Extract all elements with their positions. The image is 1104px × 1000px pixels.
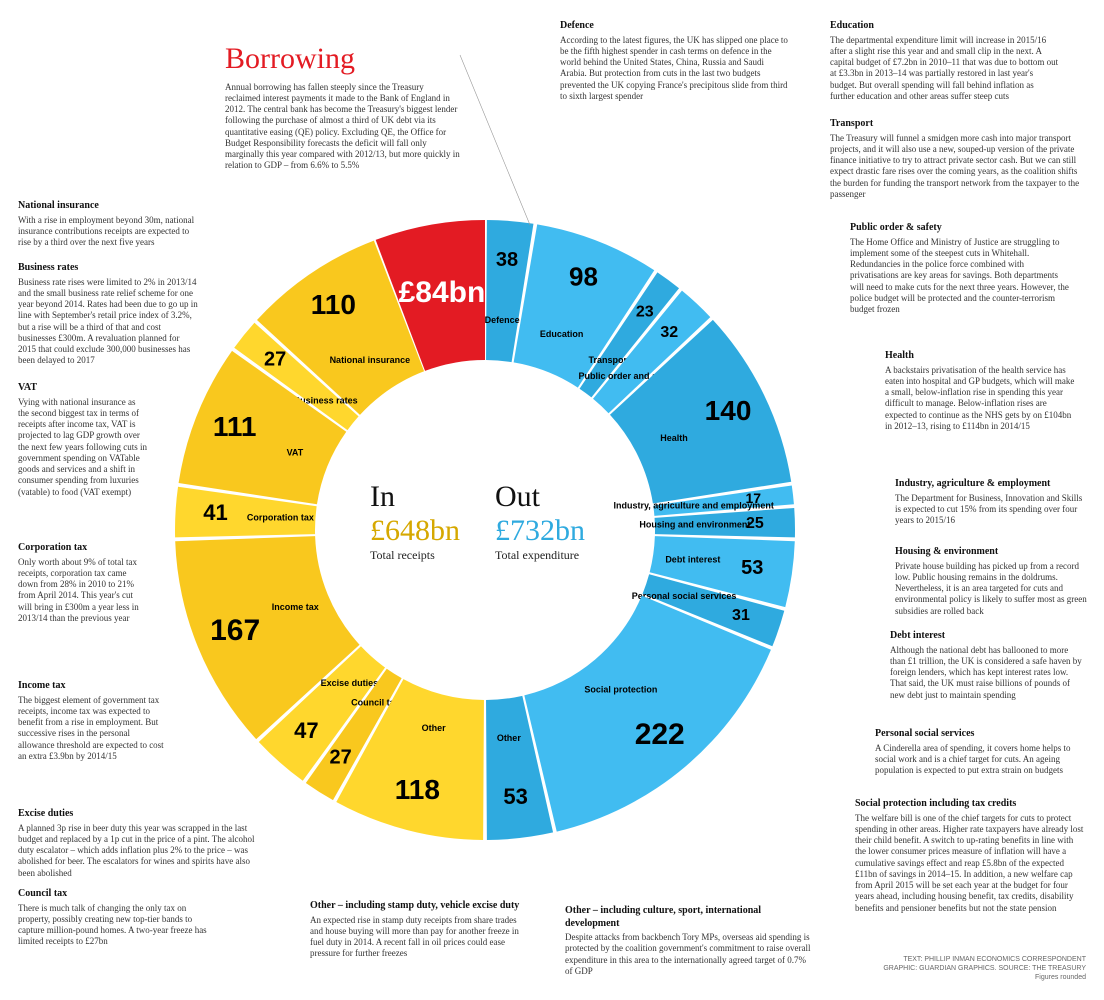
anno-deb: Debt interest Although the national debt… [890, 630, 1085, 701]
anno-ni: National insurance With a rise in employ… [18, 200, 198, 248]
anno-other-out: Other – including culture, sport, intern… [565, 905, 815, 977]
borrowing-anno: Borrowing Annual borrowing has fallen st… [225, 40, 460, 172]
anno-pss: Personal social services A Cinderella ar… [875, 728, 1075, 776]
leader-line [460, 55, 530, 225]
anno-cot: Council tax There is much talk of changi… [18, 888, 218, 948]
center-out-block: Out £732bn Total expenditure [495, 480, 585, 563]
anno-vat: VAT Vying with national insurance as the… [18, 382, 148, 498]
anno-def: Defence According to the latest figures,… [560, 20, 790, 102]
anno-hea: Health A backstairs privatisation of the… [885, 350, 1075, 432]
anno-iae: Industry, agriculture & employment The D… [895, 478, 1085, 526]
anno-edu: Education The departmental expenditure l… [830, 20, 1060, 102]
anno-pos: Public order & safety The Home Office an… [850, 222, 1070, 315]
anno-ed: Excise duties A planned 3p rise in beer … [18, 808, 268, 879]
center-in-sub: Total receipts [370, 548, 460, 563]
center-in-label: In [370, 480, 460, 514]
anno-hoe: Housing & environment Private house buil… [895, 546, 1090, 617]
credit-block: TEXT: PHILLIP INMAN ECONOMICS CORRESPOND… [883, 955, 1086, 982]
svg-text:£84bn: £84bn [399, 276, 486, 309]
center-out-sub: Total expenditure [495, 548, 585, 563]
anno-it: Income tax The biggest element of govern… [18, 680, 168, 762]
borrowing-body: Annual borrowing has fallen steeply sinc… [225, 82, 460, 172]
center-out-label: Out [495, 480, 585, 514]
anno-soc: Social protection including tax credits … [855, 798, 1085, 914]
seg-out-9 [524, 596, 771, 832]
center-in-amount: £648bn [370, 514, 460, 548]
center-in-block: In £648bn Total receipts [370, 480, 460, 563]
borrowing-title: Borrowing [225, 40, 460, 78]
anno-br: Business rates Business rate rises were … [18, 262, 198, 367]
anno-ct: Corporation tax Only worth about 9% of t… [18, 542, 143, 624]
anno-other-in: Other – including stamp duty, vehicle ex… [310, 900, 530, 960]
center-out-amount: £732bn [495, 514, 585, 548]
anno-tra: Transport The Treasury will funnel a smi… [830, 118, 1080, 200]
